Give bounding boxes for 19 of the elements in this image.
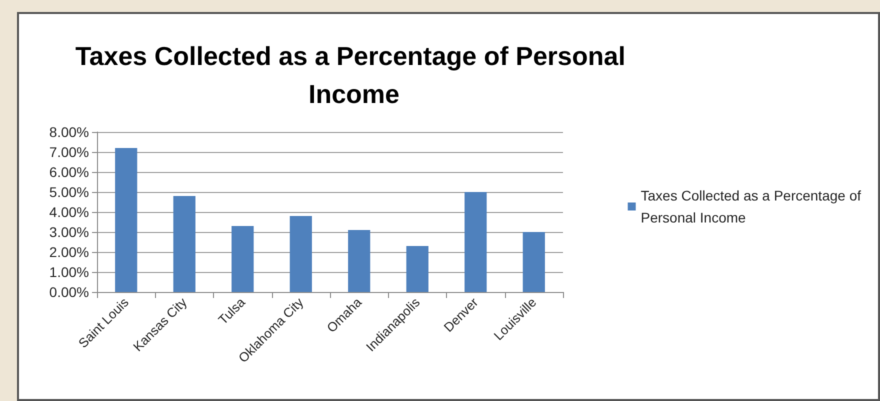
y-tick-label: 7.00% (49, 144, 89, 160)
chart-title: Taxes Collected as a Percentage of Personal Income (75, 41, 633, 109)
bar (115, 148, 138, 292)
y-tick-label: 0.00% (49, 284, 89, 300)
bar (522, 232, 545, 292)
y-tick-label: 3.00% (49, 224, 89, 240)
y-tick-label: 8.00% (49, 124, 89, 140)
y-tick-label: 5.00% (49, 184, 89, 200)
bar (232, 226, 254, 292)
y-tick-label: 2.00% (49, 244, 89, 260)
bar (406, 246, 428, 292)
y-tick-label: 1.00% (49, 264, 89, 280)
bar (173, 196, 196, 292)
bar (290, 216, 312, 292)
bar (464, 192, 487, 292)
y-tick-label: 6.00% (49, 164, 89, 180)
legend-label: Taxes Collected as a Percentage of Personal Income (640, 188, 862, 226)
bar (348, 230, 370, 292)
y-tick-label: 4.00% (49, 204, 89, 220)
